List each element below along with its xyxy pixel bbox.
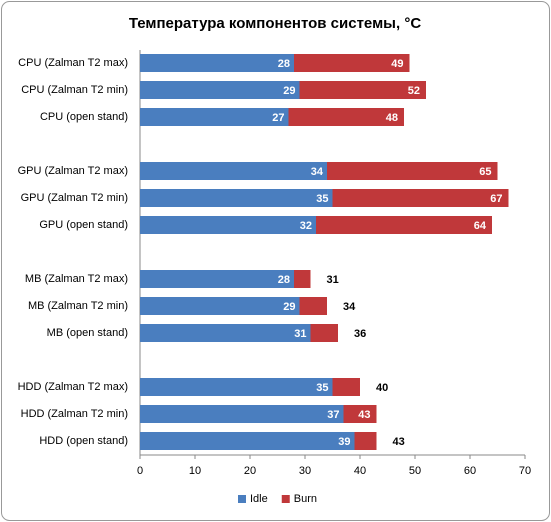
legend-label: Idle — [250, 493, 268, 505]
x-tick-label: 10 — [189, 465, 201, 477]
value-label: 65 — [479, 166, 491, 178]
bar — [140, 54, 294, 72]
value-label: 27 — [272, 112, 284, 124]
value-label: 35 — [316, 382, 328, 394]
bar — [140, 378, 333, 396]
x-tick-label: 70 — [519, 465, 531, 477]
value-label: 43 — [358, 409, 370, 421]
bar — [140, 189, 333, 207]
y-tick-label: CPU (Zalman T2 max) — [18, 57, 128, 69]
value-label: 28 — [278, 274, 290, 286]
value-label: 31 — [294, 328, 306, 340]
legend-swatch — [238, 495, 246, 503]
x-tick-label: 30 — [299, 465, 311, 477]
value-label: 52 — [408, 85, 420, 97]
y-tick-label: MB (Zalman T2 min) — [28, 300, 128, 312]
bar — [140, 216, 316, 234]
value-label: 48 — [386, 112, 398, 124]
bar — [140, 405, 344, 423]
value-label: 39 — [338, 436, 350, 448]
value-label: 64 — [474, 220, 487, 232]
value-label: 40 — [376, 382, 388, 394]
bar — [140, 297, 300, 315]
y-tick-label: HDD (open stand) — [39, 435, 128, 447]
value-label: 29 — [283, 85, 295, 97]
bar — [140, 324, 311, 342]
value-label: 32 — [300, 220, 312, 232]
x-tick-label: 40 — [354, 465, 366, 477]
bar — [140, 270, 294, 288]
y-tick-label: MB (Zalman T2 max) — [25, 273, 128, 285]
value-label: 31 — [327, 274, 339, 286]
value-label: 49 — [391, 58, 403, 70]
value-label: 28 — [278, 58, 290, 70]
y-tick-label: HDD (Zalman T2 min) — [21, 408, 128, 420]
value-label: 37 — [327, 409, 339, 421]
value-label: 29 — [283, 301, 295, 313]
value-label: 67 — [490, 193, 502, 205]
bar — [140, 108, 289, 126]
value-label: 43 — [393, 436, 405, 448]
bar — [140, 162, 327, 180]
x-tick-label: 0 — [137, 465, 143, 477]
value-label: 36 — [354, 328, 366, 340]
legend-label: Burn — [294, 493, 317, 505]
y-tick-label: GPU (Zalman T2 min) — [21, 192, 128, 204]
y-tick-label: GPU (open stand) — [39, 219, 128, 231]
value-label: 35 — [316, 193, 328, 205]
legend-swatch — [281, 495, 290, 503]
y-tick-label: HDD (Zalman T2 max) — [18, 381, 128, 393]
x-tick-label: 50 — [409, 465, 421, 477]
x-tick-label: 60 — [464, 465, 476, 477]
chart-title: Температура компонентов системы, °C — [129, 15, 421, 32]
value-label: 34 — [311, 166, 324, 178]
value-label: 34 — [343, 301, 356, 313]
y-tick-label: MB (open stand) — [47, 327, 128, 339]
y-tick-label: CPU (Zalman T2 min) — [21, 84, 128, 96]
bar — [140, 81, 300, 99]
y-tick-label: CPU (open stand) — [40, 111, 128, 123]
x-tick-label: 20 — [244, 465, 256, 477]
y-tick-label: GPU (Zalman T2 max) — [18, 165, 128, 177]
bar — [140, 432, 355, 450]
